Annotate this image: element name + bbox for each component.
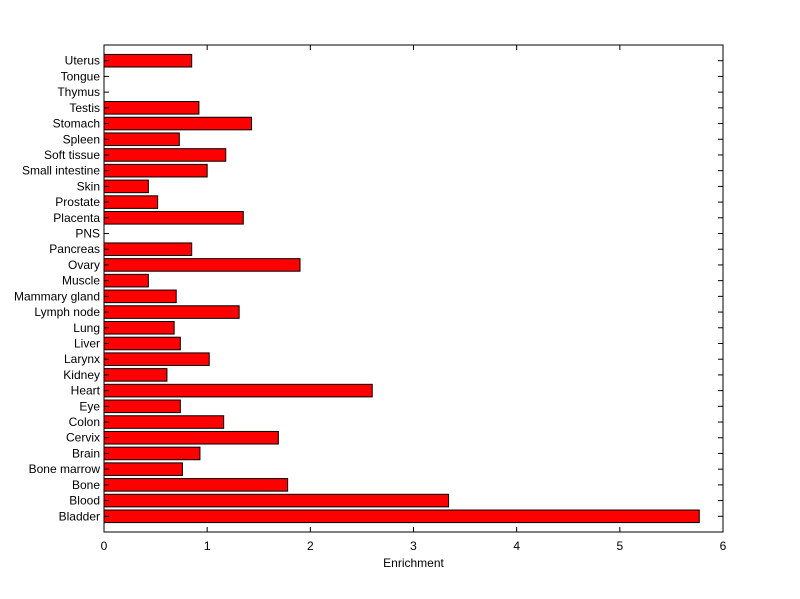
bar-skin <box>103 179 149 194</box>
axes-box <box>103 44 724 533</box>
y-tick-label-mammary-gland: Mammary gland <box>14 289 100 303</box>
bar-testis <box>103 101 200 115</box>
bar-heart <box>103 383 373 398</box>
bar-uterus <box>103 53 193 68</box>
bar-ovary <box>103 258 301 272</box>
y-tick-label-heart: Heart <box>71 384 101 398</box>
x-tick-label-1: 1 <box>204 539 211 553</box>
bar-kidney <box>103 368 168 382</box>
y-tick-label-liver: Liver <box>74 336 100 350</box>
y-tick-label-larynx: Larynx <box>64 352 100 366</box>
y-tick-label-bone-marrow: Bone marrow <box>29 462 101 476</box>
x-axis-title: Enrichment <box>383 556 444 570</box>
x-tick-label-2: 2 <box>307 539 314 553</box>
y-tick-label-spleen: Spleen <box>63 132 100 146</box>
bar-liver <box>103 336 181 351</box>
bar-spleen <box>103 132 180 147</box>
bar-lung <box>103 320 175 335</box>
bar-bladder <box>103 509 700 524</box>
bar-pancreas <box>103 242 193 257</box>
y-tick-label-tongue: Tongue <box>61 69 101 83</box>
bar-cervix <box>103 430 279 445</box>
y-tick-label-prostate: Prostate <box>55 195 100 209</box>
bar-lymph-node <box>103 305 240 319</box>
bar-blood <box>103 493 450 508</box>
x-tick-labels: 0 1 2 3 4 5 6 <box>101 539 727 553</box>
y-tick-label-muscle: Muscle <box>62 274 100 288</box>
y-tick-label-small-intestine: Small intestine <box>22 164 100 178</box>
y-tick-label-blood: Blood <box>69 494 100 508</box>
y-tick-label-skin: Skin <box>77 179 100 193</box>
y-tick-label-colon: Colon <box>69 415 100 429</box>
y-tick-label-stomach: Stomach <box>53 117 100 131</box>
bar-colon <box>103 415 225 429</box>
y-tick-label-eye: Eye <box>79 399 100 413</box>
y-tick-label-pancreas: Pancreas <box>49 242 100 256</box>
y-tick-label-pns: PNS <box>75 227 100 241</box>
x-tick-label-3: 3 <box>410 539 417 553</box>
bar-larynx <box>103 352 210 366</box>
bar-bone <box>103 478 289 492</box>
bar-muscle <box>103 273 149 288</box>
y-tick-label-uterus: Uterus <box>65 54 100 68</box>
x-tick-label-6: 6 <box>720 539 727 553</box>
bar-soft-tissue <box>103 148 227 162</box>
y-tick-label-placenta: Placenta <box>53 211 100 225</box>
y-tick-label-bladder: Bladder <box>59 509 100 523</box>
y-tick-label-lymph-node: Lymph node <box>34 305 100 319</box>
y-tick-label-cervix: Cervix <box>66 431 100 445</box>
bar-eye <box>103 399 181 414</box>
y-tick-label-thymus: Thymus <box>57 85 100 99</box>
y-tick-label-testis: Testis <box>69 101 100 115</box>
bar-brain <box>103 446 201 461</box>
y-tick-label-brain: Brain <box>72 446 100 460</box>
y-tick-label-kidney: Kidney <box>63 368 100 382</box>
y-tick-label-ovary: Ovary <box>68 258 100 272</box>
bar-stomach <box>103 116 253 131</box>
x-tick-label-5: 5 <box>616 539 623 553</box>
x-tick-label-4: 4 <box>513 539 520 553</box>
y-tick-label-bone: Bone <box>72 478 100 492</box>
bar-small-intestine <box>103 163 208 178</box>
bar-prostate <box>103 195 159 209</box>
x-tick-label-0: 0 <box>101 539 108 553</box>
bar-placenta <box>103 211 244 225</box>
y-tick-label-lung: Lung <box>73 321 100 335</box>
bar-mammary-gland <box>103 289 177 304</box>
bar-bone-marrow <box>103 462 183 476</box>
y-tick-label-soft-tissue: Soft tissue <box>44 148 100 162</box>
